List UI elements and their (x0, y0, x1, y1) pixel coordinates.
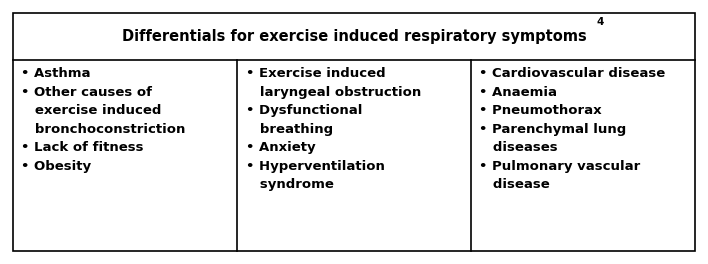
Text: 4: 4 (597, 17, 604, 27)
Text: Differentials for exercise induced respiratory symptoms: Differentials for exercise induced respi… (122, 29, 586, 44)
Text: • Asthma
• Other causes of
   exercise induced
   bronchoconstriction
• Lack of : • Asthma • Other causes of exercise indu… (21, 67, 185, 173)
Text: • Cardiovascular disease
• Anaemia
• Pneumothorax
• Parenchymal lung
   diseases: • Cardiovascular disease • Anaemia • Pne… (479, 67, 666, 191)
Text: • Exercise induced
   laryngeal obstruction
• Dysfunctional
   breathing
• Anxie: • Exercise induced laryngeal obstruction… (246, 67, 421, 191)
